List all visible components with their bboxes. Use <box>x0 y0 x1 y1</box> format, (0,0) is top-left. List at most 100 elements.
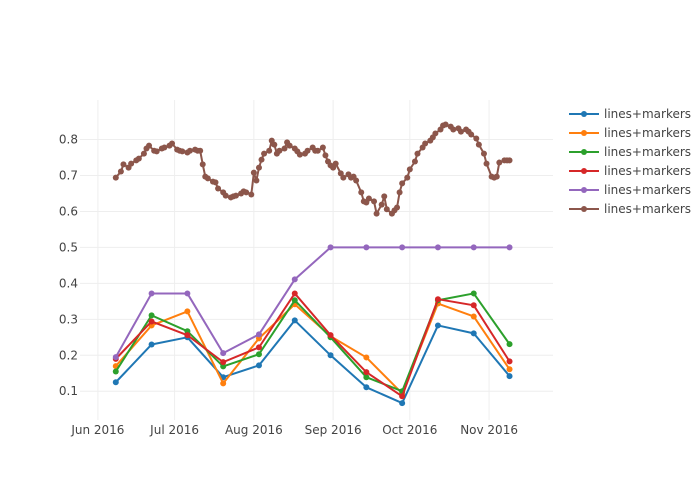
data-point <box>220 380 227 387</box>
data-point <box>255 331 262 338</box>
y-tick-label: 0.3 <box>59 312 78 326</box>
data-point <box>296 151 303 158</box>
data-point <box>322 152 329 159</box>
data-point <box>470 290 477 297</box>
data-point <box>399 244 406 251</box>
data-point <box>406 166 413 173</box>
data-point <box>255 344 262 351</box>
data-point <box>434 296 441 303</box>
data-point <box>468 131 475 138</box>
data-point <box>148 312 155 319</box>
legend-item: lines+markers <box>569 183 691 197</box>
data-point <box>411 158 418 165</box>
series-layer <box>112 121 513 407</box>
legend-label: lines+markers <box>604 164 691 178</box>
data-point <box>253 177 260 184</box>
data-point <box>199 161 206 168</box>
data-point <box>414 150 421 157</box>
data-point <box>117 168 124 175</box>
data-point <box>378 201 385 208</box>
data-point <box>506 373 513 380</box>
data-point <box>457 128 464 135</box>
data-point <box>399 180 406 187</box>
data-point <box>220 350 227 357</box>
data-point <box>394 204 401 211</box>
data-point <box>365 195 372 202</box>
data-point <box>215 185 222 192</box>
legend-swatch-marker <box>581 187 587 193</box>
data-point <box>358 189 365 196</box>
data-point <box>422 140 429 147</box>
data-point <box>383 206 390 213</box>
data-point <box>286 142 293 149</box>
data-point <box>261 150 268 157</box>
data-point <box>243 189 250 196</box>
legend-swatch-marker <box>581 111 587 117</box>
data-point <box>169 140 176 147</box>
data-point <box>506 358 513 365</box>
data-point <box>442 121 449 128</box>
data-point <box>506 244 513 251</box>
data-point <box>276 147 283 154</box>
data-point <box>255 351 262 358</box>
data-point <box>258 156 265 163</box>
x-tick-label: Oct 2016 <box>382 423 437 437</box>
data-point <box>146 142 153 149</box>
data-point <box>432 130 439 137</box>
series-line <box>114 246 510 358</box>
data-point <box>483 160 490 167</box>
x-tick-label: Jun 2016 <box>70 423 124 437</box>
data-point <box>255 164 262 171</box>
y-tick-label: 0.1 <box>59 384 78 398</box>
legend-label: lines+markers <box>604 145 691 159</box>
data-point <box>363 354 370 361</box>
series-5 <box>112 244 513 361</box>
legend: lines+markers lines+markers lines+markers l… <box>569 107 691 216</box>
x-tick-label: Aug 2016 <box>225 423 283 437</box>
data-point <box>197 147 204 154</box>
data-point <box>112 368 119 375</box>
y-tick-label: 0.8 <box>59 133 78 147</box>
data-point <box>327 332 334 339</box>
series-line <box>114 292 511 393</box>
legend-swatch-marker <box>581 206 587 212</box>
data-point <box>340 174 347 181</box>
data-point <box>281 145 288 152</box>
x-tick-label: Jul 2016 <box>149 423 199 437</box>
data-point <box>250 169 257 176</box>
data-point <box>255 362 262 369</box>
data-point <box>434 244 441 251</box>
data-point <box>212 179 219 186</box>
data-point <box>135 155 142 162</box>
legend-item: lines+markers <box>569 164 691 178</box>
series-6 <box>112 121 513 217</box>
data-point <box>271 141 278 148</box>
data-point <box>148 318 155 325</box>
y-tick-label: 0.6 <box>59 204 78 218</box>
data-point <box>381 193 388 200</box>
series-4 <box>112 290 513 400</box>
data-point <box>291 297 298 304</box>
data-point <box>363 384 370 391</box>
data-point <box>327 244 334 251</box>
data-point <box>184 332 191 339</box>
data-point <box>112 354 119 361</box>
data-point <box>363 369 370 376</box>
data-point <box>220 363 227 370</box>
legend-item: lines+markers <box>569 107 691 121</box>
y-tick-label: 0.4 <box>59 276 78 290</box>
data-point <box>186 147 193 154</box>
legend-label: lines+markers <box>604 183 691 197</box>
data-point <box>184 308 191 315</box>
data-point <box>337 170 344 177</box>
y-tick-label: 0.2 <box>59 348 78 362</box>
data-point <box>112 379 119 386</box>
data-point <box>353 177 360 184</box>
data-point <box>148 341 155 348</box>
legend-item: lines+markers <box>569 202 691 216</box>
data-point <box>266 147 273 154</box>
data-point <box>222 192 229 199</box>
data-point <box>332 160 339 167</box>
data-point <box>128 160 135 167</box>
